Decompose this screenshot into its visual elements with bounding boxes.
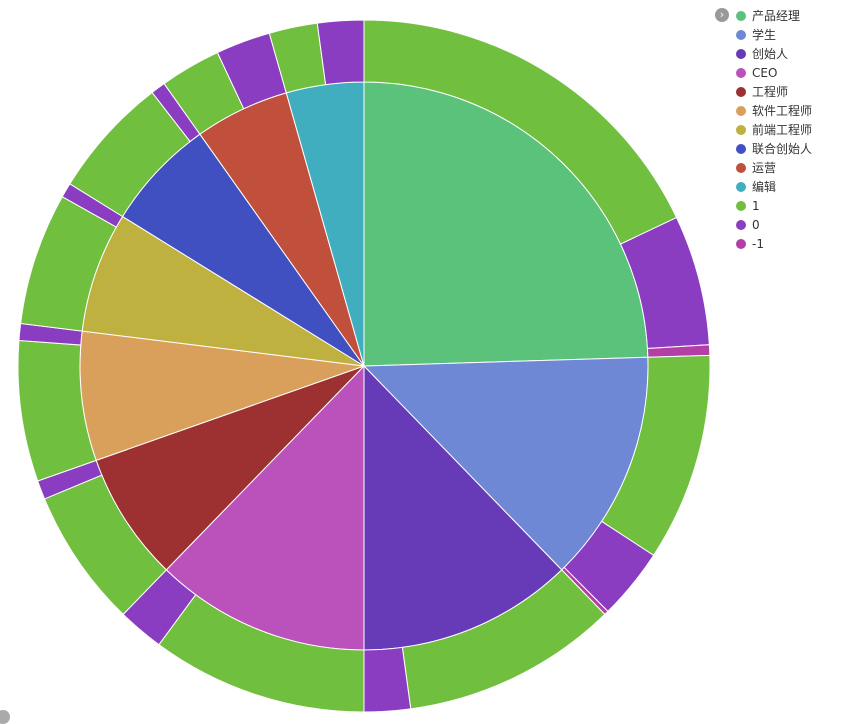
legend-swatch-icon <box>736 162 746 173</box>
legend-label: 1 <box>752 198 760 213</box>
legend-items: 产品经理学生创始人 CEO 工程师软件工程师前端工程师联合创始人运营编辑 1 0 -1 <box>736 6 812 253</box>
legend-item[interactable]: 运营 <box>736 158 812 177</box>
legend-item[interactable]: CEO <box>736 63 812 82</box>
legend-item[interactable]: 工程师 <box>736 82 812 101</box>
legend-label: 创始人 <box>752 47 789 61</box>
legend-swatch-icon <box>736 105 746 116</box>
legend-swatch-icon <box>736 200 746 211</box>
inner-pie-ring <box>79 81 649 651</box>
legend-label: CEO <box>752 65 778 80</box>
legend-label: 前端工程师 <box>752 123 813 137</box>
legend-label: 联合创始人 <box>752 142 813 156</box>
legend-label: -1 <box>752 236 764 251</box>
legend-swatch-icon <box>736 124 746 135</box>
legend-swatch-icon <box>736 143 746 154</box>
legend-label: 软件工程师 <box>752 104 813 118</box>
legend-label: 学生 <box>752 28 777 42</box>
legend-item[interactable]: 软件工程师 <box>736 101 812 120</box>
legend-label: 产品经理 <box>752 9 801 23</box>
legend-item[interactable]: 前端工程师 <box>736 120 812 139</box>
legend-swatch-icon <box>736 181 746 192</box>
legend-item[interactable]: 创始人 <box>736 44 812 63</box>
legend-item[interactable]: 1 <box>736 196 812 215</box>
legend: › 产品经理学生创始人 CEO 工程师软件工程师前端工程师联合创始人运营编辑 1 0 -1 <box>715 6 812 253</box>
legend-swatch-icon <box>736 10 746 21</box>
legend-swatch-icon <box>736 29 746 40</box>
outer-slice-7[interactable] <box>363 646 412 713</box>
legend-label: 工程师 <box>752 85 789 99</box>
legend-swatch-icon <box>736 219 746 230</box>
legend-label: 运营 <box>752 161 777 175</box>
outer-slice-21[interactable] <box>316 19 365 86</box>
legend-scroll-right-icon[interactable]: › <box>715 8 729 22</box>
legend-item[interactable]: 0 <box>736 215 812 234</box>
legend-item[interactable]: 联合创始人 <box>736 139 812 158</box>
legend-item[interactable]: 编辑 <box>736 177 812 196</box>
outer-donut-ring <box>17 19 711 713</box>
legend-item[interactable]: 产品经理 <box>736 6 812 25</box>
legend-swatch-icon <box>736 86 746 97</box>
legend-swatch-icon <box>736 48 746 59</box>
legend-label: 0 <box>752 217 760 232</box>
legend-label: 编辑 <box>752 180 777 194</box>
legend-swatch-icon <box>736 67 746 78</box>
legend-item[interactable]: -1 <box>736 234 812 253</box>
corner-handle-icon <box>0 710 10 724</box>
legend-item[interactable]: 学生 <box>736 25 812 44</box>
legend-swatch-icon <box>736 238 746 249</box>
